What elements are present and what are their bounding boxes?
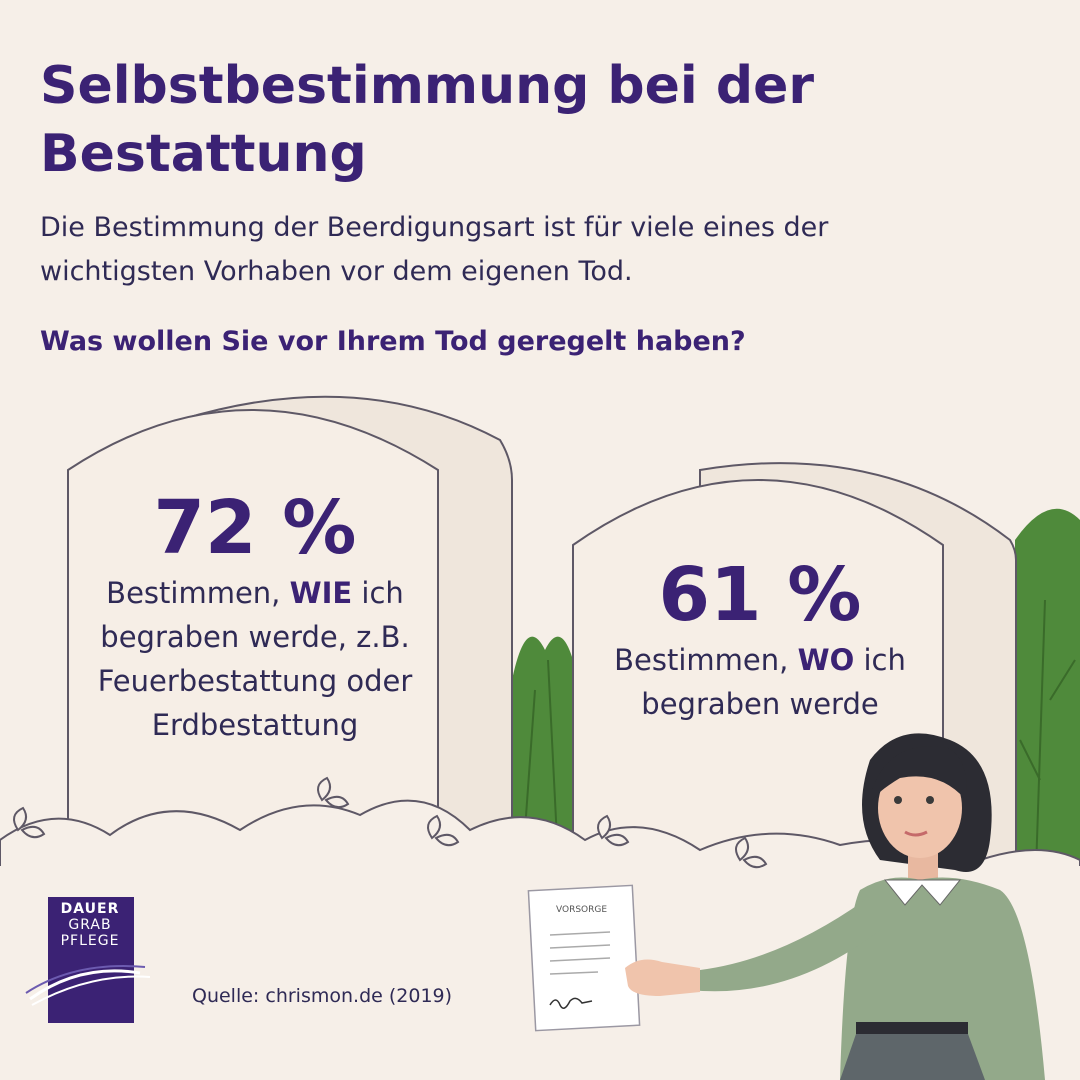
document-icon: VORSORGE: [527, 884, 641, 1032]
stat-description: Bestimmen, WO ich begraben werde: [614, 643, 906, 721]
page-title: Selbstbestimmung bei der Bestattung: [40, 56, 814, 184]
logo-line-2: GRAB: [68, 917, 112, 933]
logo-line-3: PFLEGE: [60, 933, 120, 949]
woman-illustration: [625, 733, 1045, 1080]
stat-value: 61 %: [658, 552, 862, 638]
subtitle: Die Bestimmung der Beerdigungsart ist fü…: [40, 212, 829, 287]
stat-how-buried: 72 % Bestimmen, WIE ich begraben werde, …: [70, 485, 440, 747]
document-label: VORSORGE: [556, 905, 607, 915]
source-note: Quelle: chrismon.de (2019): [192, 985, 453, 1007]
leaf-icon: [13, 776, 768, 869]
stat-description: Bestimmen, WIE ich begraben werde, z.B. …: [97, 576, 413, 742]
gravestone-1: [67, 395, 513, 881]
stat-where-buried: 61 % Bestimmen, WO ich begraben werde: [575, 552, 945, 726]
survey-question: Was wollen Sie vor Ihrem Tod geregelt ha…: [40, 326, 746, 357]
stat-value: 72 %: [153, 485, 357, 571]
dauergrabpflege-logo: DAUER GRAB PFLEGE: [25, 893, 151, 1028]
logo-wave-icon: [25, 965, 151, 1006]
logo-line-1: DAUER: [60, 901, 120, 917]
bush-right: [1015, 508, 1080, 901]
